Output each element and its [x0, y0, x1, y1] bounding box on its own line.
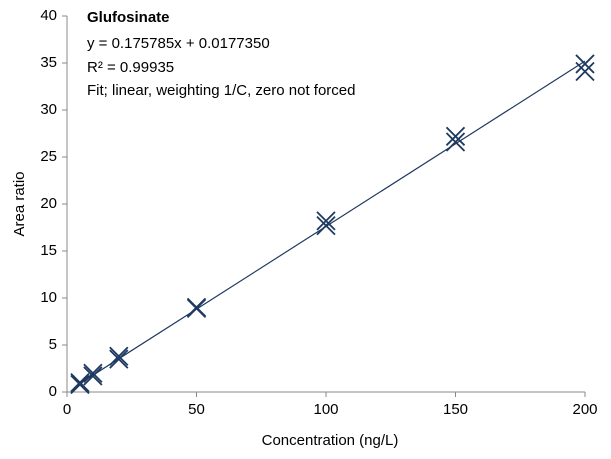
annotation: R² = 0.99935 [87, 59, 174, 76]
y-tick-label: 15 [40, 242, 57, 259]
x-tick-label: 150 [443, 401, 468, 418]
y-tick-label: 35 [40, 54, 57, 71]
y-tick-label: 5 [49, 336, 57, 353]
y-tick-label: 25 [40, 148, 57, 165]
y-tick-label: 40 [40, 7, 57, 24]
x-tick-label: 50 [188, 401, 205, 418]
fit-line [79, 60, 586, 385]
point [575, 61, 595, 82]
y-tick-label: 10 [40, 289, 57, 306]
x-tick-label: 100 [313, 401, 338, 418]
point [109, 346, 129, 366]
point [316, 215, 336, 236]
x-axis-label: Concentration (ng/L) [262, 432, 399, 449]
point [70, 374, 90, 395]
y-tick-label: 30 [40, 101, 57, 118]
x-tick-label: 0 [63, 401, 71, 418]
y-tick-label: 20 [40, 195, 57, 212]
annotation-title: Glufosinate [87, 9, 170, 26]
point [70, 372, 90, 393]
annotation: y = 0.175785x + 0.0177350 [87, 35, 270, 52]
point [316, 211, 336, 231]
point [445, 126, 466, 146]
x-tick-label: 200 [572, 401, 597, 418]
point [575, 54, 595, 74]
point [83, 366, 103, 386]
annotation: Fit; linear, weighting 1/C, zero not for… [87, 82, 355, 99]
point [83, 363, 103, 383]
point [445, 132, 466, 152]
point [186, 298, 207, 318]
point [109, 349, 129, 369]
y-axis-label: Area ratio [11, 171, 28, 236]
y-tick-label: 0 [49, 383, 57, 400]
